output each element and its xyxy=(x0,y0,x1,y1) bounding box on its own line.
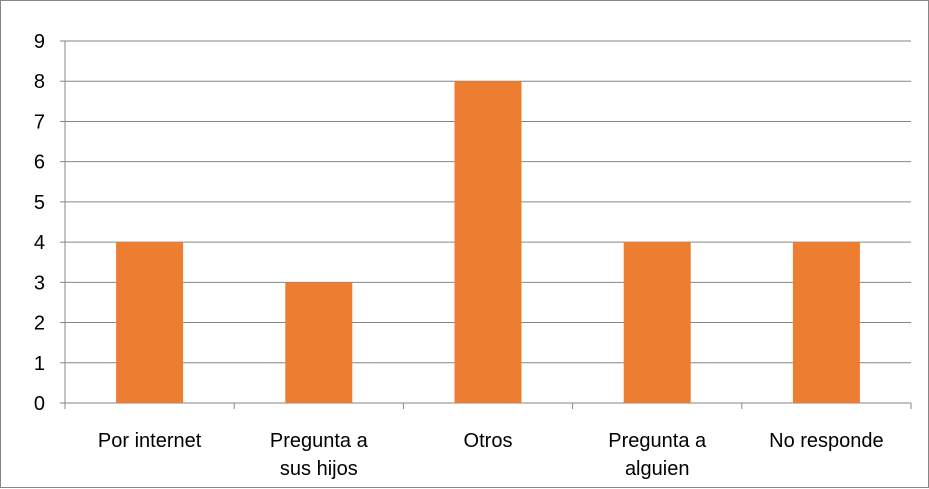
y-tick-label-6: 6 xyxy=(34,152,45,174)
x-category-label: Otros xyxy=(464,430,513,452)
y-tick-label-2: 2 xyxy=(34,313,45,335)
y-tick-label-9: 9 xyxy=(34,31,45,53)
y-tick-label-8: 8 xyxy=(34,71,45,93)
x-category-label: No responde xyxy=(769,430,884,452)
x-category-label: Por internet xyxy=(98,430,202,452)
y-tick-label-0: 0 xyxy=(34,393,45,415)
bar-1 xyxy=(116,242,184,403)
bar-5 xyxy=(792,242,860,403)
y-tick-label-3: 3 xyxy=(34,272,45,294)
x-category-label: alguien xyxy=(625,458,690,480)
y-tick-label-5: 5 xyxy=(34,192,45,214)
y-tick-label-4: 4 xyxy=(34,232,45,254)
y-tick-label-1: 1 xyxy=(34,353,45,375)
x-category-label: Pregunta a xyxy=(270,430,369,452)
bar-3 xyxy=(454,81,522,403)
bar-4 xyxy=(623,242,691,403)
bar-2 xyxy=(285,282,353,403)
y-tick-label-7: 7 xyxy=(34,111,45,133)
x-category-label: sus hijos xyxy=(280,458,358,480)
x-category-label: Pregunta a xyxy=(608,430,707,452)
